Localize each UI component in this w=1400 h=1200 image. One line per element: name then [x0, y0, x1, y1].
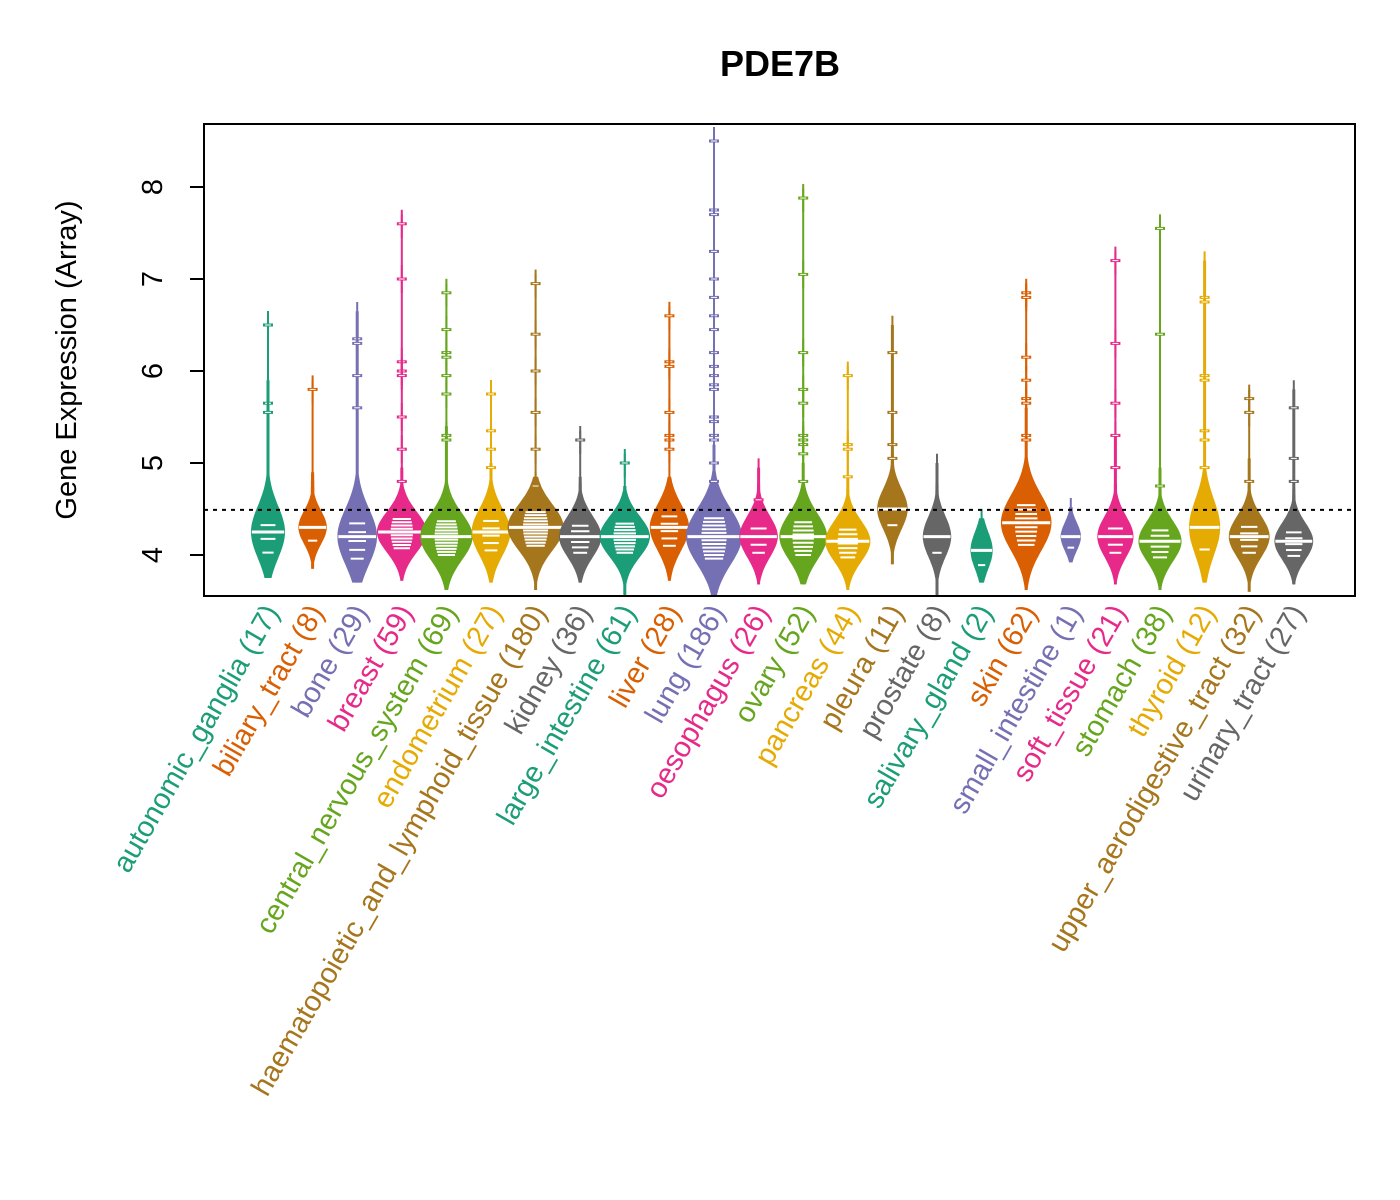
bean-pleura [877, 315, 908, 565]
bean-urinary-tract [1274, 380, 1314, 585]
bean-density [298, 472, 327, 569]
bean-prostate [922, 453, 952, 597]
y-tick-label: 5 [137, 455, 169, 471]
bean-salivary-gland [970, 509, 993, 583]
bean-density [1000, 407, 1052, 590]
bean-liver [649, 301, 689, 581]
bean-small-intestine [1060, 497, 1081, 563]
bean-soft-tissue [1097, 246, 1134, 585]
bean-large-intestine [599, 449, 650, 597]
bean-density [337, 311, 377, 583]
bean-density [250, 380, 286, 578]
bean-thyroid [1189, 251, 1221, 583]
bean-density [922, 463, 952, 597]
bean-density [559, 476, 602, 583]
bean-central-nervous-system [420, 278, 473, 590]
bean-density [1228, 458, 1270, 592]
y-tick-label: 8 [137, 179, 169, 195]
bean-density [420, 426, 473, 590]
bean-stomach [1138, 214, 1182, 590]
bean-density [376, 467, 427, 581]
bean-ovary [779, 184, 828, 585]
bean-density [779, 463, 828, 585]
plot-frame [203, 123, 1356, 597]
bean-density [1060, 507, 1081, 563]
bean-bone [337, 302, 377, 583]
bean-density [1138, 467, 1182, 590]
bean-density [599, 486, 650, 597]
bean-oesophagus [739, 458, 778, 585]
y-tick-label: 4 [137, 547, 169, 563]
bean-density [686, 444, 742, 597]
bean-kidney [559, 426, 602, 583]
bean-biliary-tract [298, 375, 327, 569]
bean-endometrium [471, 380, 511, 583]
bean-density [739, 467, 778, 585]
y-tick-label: 7 [137, 271, 169, 287]
chart-title: PDE7B [720, 43, 840, 84]
bean-skin [1000, 278, 1052, 590]
x-axis-labels: autonomic_ganglia (17)biliary_tract (8)b… [107, 600, 1312, 1102]
y-axis: 4 5 6 7 8 [137, 179, 205, 563]
bean-lung [686, 127, 742, 597]
bean-haematopoietic-and-lymphoid-tissue [507, 269, 564, 590]
bean-breast [376, 209, 427, 581]
bean-density [471, 463, 511, 583]
bean-autonomic-ganglia [250, 311, 286, 578]
y-tick-label: 6 [137, 363, 169, 379]
bean-upper-aerodigestive-tract [1228, 384, 1270, 592]
bean-pancreas [825, 361, 871, 590]
y-axis-label: Gene Expression (Array) [51, 200, 83, 519]
beans-group [250, 127, 1314, 597]
